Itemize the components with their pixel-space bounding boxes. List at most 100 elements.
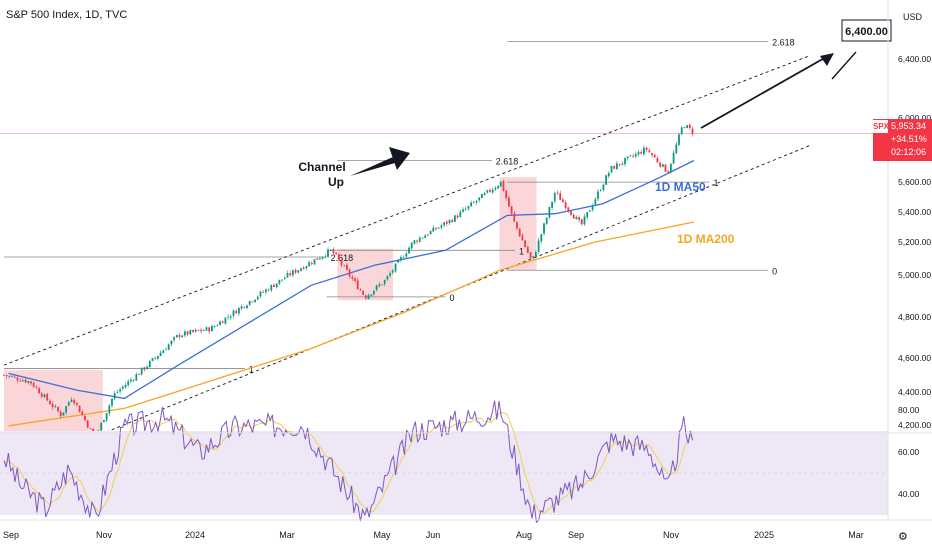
candle-body	[537, 240, 540, 253]
candle-body	[464, 208, 467, 210]
candle-body	[462, 209, 464, 212]
candle-body	[35, 387, 38, 388]
ma200-line	[8, 221, 695, 427]
candle-body	[100, 422, 103, 431]
candle-body	[397, 259, 400, 263]
candle-body	[165, 349, 167, 351]
candle-body	[192, 330, 194, 332]
candle-body	[51, 403, 54, 408]
rsi-tick-label: 60.00	[898, 447, 920, 457]
candle-body	[586, 212, 589, 218]
chart-title: S&P 500 Index, 1D, TVC	[6, 9, 128, 21]
candle-body	[526, 246, 529, 253]
tv-gear-icon[interactable]: ⚙	[898, 531, 908, 543]
candle-body	[583, 216, 586, 225]
rsi-tick-label: 80.00	[898, 405, 920, 415]
candle-body	[3, 374, 5, 376]
y-tick-label: 4,200.00	[898, 420, 931, 430]
candle-body	[535, 252, 537, 257]
target-box	[841, 19, 892, 42]
candle-body	[578, 217, 580, 220]
candle-body	[238, 308, 240, 314]
candle-body	[46, 393, 49, 401]
candle-body	[656, 158, 659, 163]
candle-body	[486, 190, 489, 193]
candle-body	[57, 407, 59, 412]
candle-body	[294, 269, 297, 273]
y-tick-label: 4,400.00	[898, 387, 931, 397]
candle-body	[184, 331, 186, 336]
candle-body	[478, 197, 481, 201]
candle-body	[364, 295, 367, 299]
candle-body	[313, 259, 316, 265]
x-tick-label: Mar	[848, 530, 864, 540]
candle-body	[518, 228, 521, 237]
candle-body	[116, 391, 119, 393]
candle-body	[173, 337, 175, 340]
candle-body	[591, 205, 594, 210]
candle-body	[402, 257, 405, 259]
candle-body	[437, 227, 440, 229]
candle-body	[211, 325, 213, 332]
fib-level-label: 1	[249, 364, 254, 374]
target-arrow-line	[700, 55, 829, 129]
candle-body	[229, 316, 232, 318]
candle-body	[305, 266, 308, 269]
candle-body	[265, 289, 267, 293]
candle-body	[240, 306, 243, 309]
candle-body	[138, 374, 140, 375]
candle-body	[432, 227, 435, 232]
candle-body	[540, 234, 543, 242]
candle-body	[119, 389, 121, 392]
candle-body	[132, 379, 135, 381]
candle-body	[343, 265, 346, 267]
y-tick-label: 5,000.00	[898, 270, 931, 280]
candle-body	[645, 147, 648, 150]
candle-body	[143, 367, 146, 370]
candle-body	[154, 357, 157, 359]
candle-body	[356, 280, 359, 290]
candle-body	[445, 221, 448, 224]
candle-body	[300, 268, 302, 271]
candle-body	[348, 269, 351, 277]
candle-body	[32, 382, 35, 387]
candle-body	[275, 283, 278, 288]
candle-body	[262, 292, 265, 293]
candle-body	[319, 258, 321, 260]
candle-body	[337, 254, 340, 260]
candle-body	[497, 185, 499, 189]
candle-body	[254, 299, 256, 302]
bar-countdown: 02:12:06	[891, 147, 927, 157]
candle-body	[489, 189, 491, 192]
candle-body	[327, 249, 329, 257]
candle-body	[86, 420, 89, 428]
candle-body	[510, 206, 513, 214]
candle-body	[664, 164, 667, 172]
candle-body	[378, 284, 381, 287]
candle-body	[548, 207, 551, 218]
candle-body	[648, 150, 651, 153]
candle-body	[332, 249, 335, 254]
candle-body	[67, 402, 70, 406]
currency-label[interactable]: USD	[903, 12, 923, 22]
candle-body	[394, 263, 397, 272]
candle-body	[672, 152, 675, 164]
candle-body	[227, 316, 229, 318]
candle-body	[435, 228, 437, 230]
candle-body	[40, 393, 43, 397]
candle-body	[632, 155, 634, 157]
candle-body	[146, 366, 148, 370]
candle-body	[84, 415, 86, 421]
candle-body	[562, 199, 564, 203]
candle-body	[346, 264, 348, 270]
candle-body	[248, 300, 251, 305]
candle-body	[213, 326, 216, 327]
candle-body	[329, 249, 332, 251]
candle-body	[273, 285, 275, 287]
candle-body	[594, 199, 597, 205]
candle-body	[621, 163, 624, 165]
candle-body	[502, 180, 505, 191]
x-tick-label: Jun	[426, 530, 441, 540]
